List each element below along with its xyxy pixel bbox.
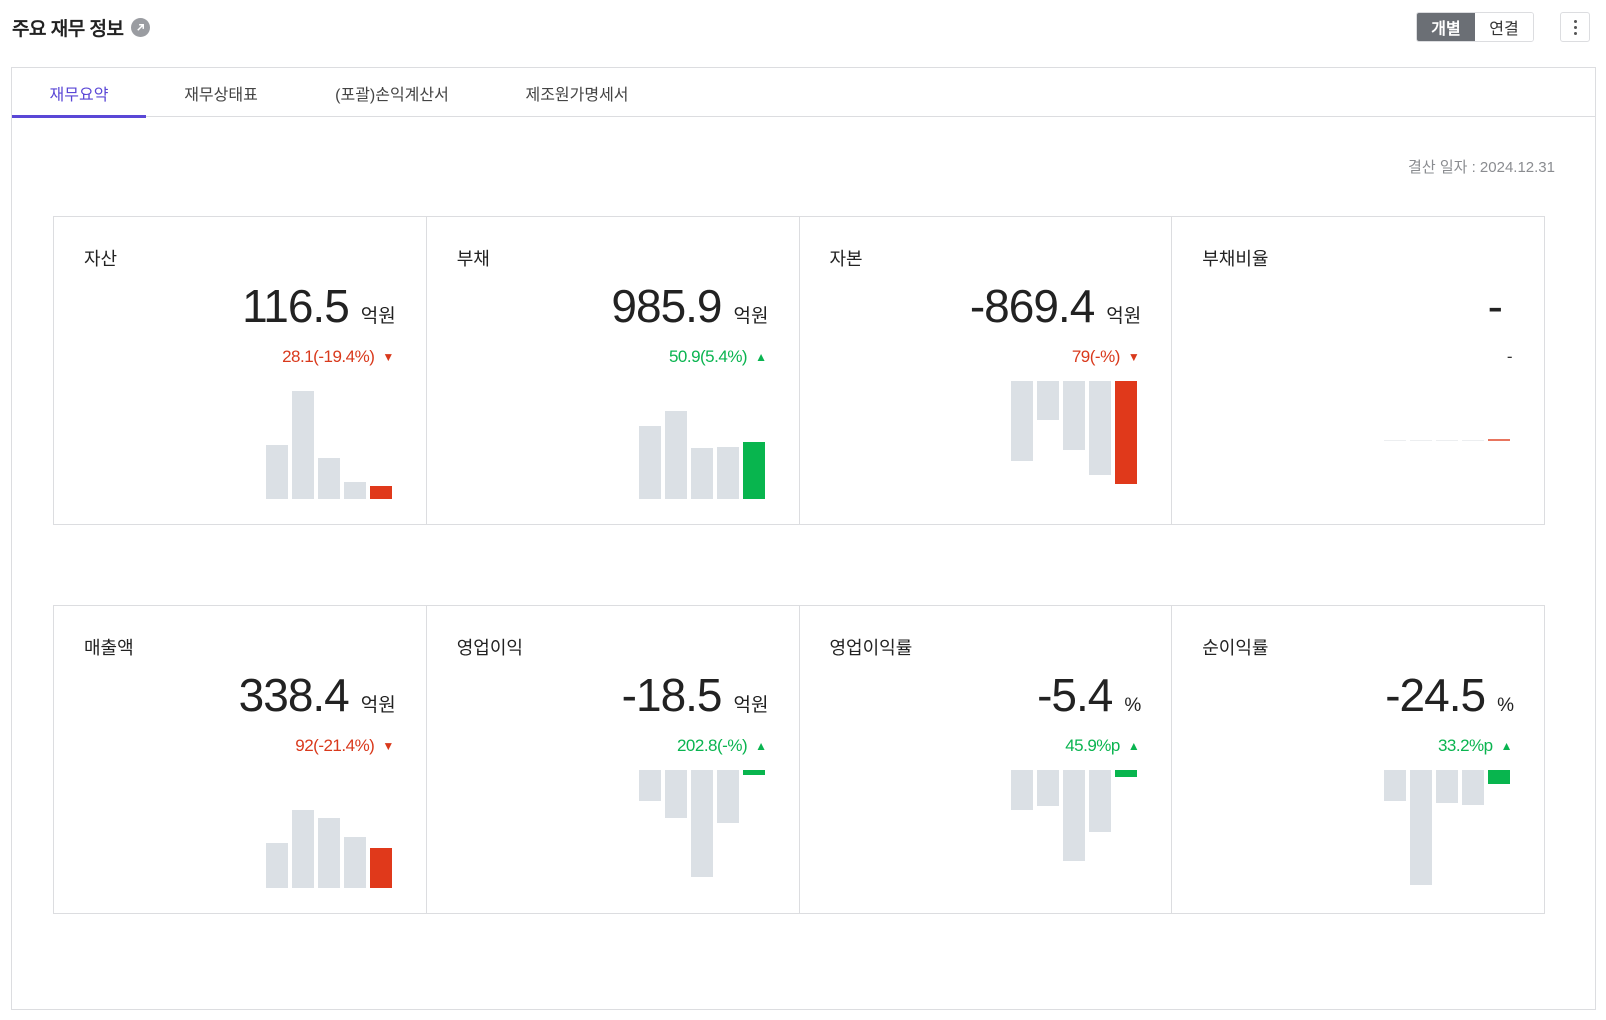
down-triangle-icon: ▼ [1127,350,1140,364]
card-change: - [1506,347,1513,366]
tab-financial-summary[interactable]: 재무요약 [12,68,146,118]
card-value: -24.5% [1385,669,1514,721]
statement-type-toggle: 개별 연결 [1416,12,1534,42]
page-title: 주요 재무 정보 [12,18,124,40]
mini-bar-chart [638,387,769,499]
card-label: 부채 [456,249,490,269]
card-change: 50.9(5.4%) ▲ [668,347,767,366]
tab-manufacturing-cost[interactable]: 제조원가명세서 [525,86,629,104]
toggle-consolidated-button[interactable]: 연결 [1475,13,1533,41]
tab-income-statement[interactable]: (포괄)손익계산서 [335,86,449,104]
card-change: 28.1(-19.4%) ▼ [282,347,394,366]
more-options-button[interactable] [1560,12,1590,42]
down-triangle-icon: ▼ [382,350,394,364]
card-revenue[interactable]: 매출액 338.4 억원 92(-21.4%) ▼ [54,606,427,913]
vertical-ellipsis-icon [1573,19,1577,23]
card-value: - [1487,280,1503,332]
card-operating-income[interactable]: 영업이익 -18.5 억원 202.8(-%) ▲ [427,606,800,913]
card-change: 92(-21.4%) ▼ [295,736,394,755]
card-operating-margin[interactable]: 영업이익률 -5.4% 45.9%p ▲ [800,606,1173,913]
card-label: 매출액 [84,638,134,658]
card-change: 33.2%p ▲ [1437,736,1513,755]
mini-bar-chart [1011,770,1141,865]
up-triangle-icon: ▲ [755,350,767,364]
card-value: -5.4% [1037,669,1142,721]
mini-bar-chart [265,806,396,888]
mini-bar-chart [1011,381,1141,491]
card-value: 116.5 억원 [242,280,396,332]
card-debt-ratio[interactable]: 부채비율 - - [1172,217,1544,524]
down-triangle-icon: ▼ [382,739,394,753]
mini-bar-chart [265,387,396,499]
card-value: -18.5 억원 [621,669,769,721]
card-label: 영업이익 [456,638,523,658]
card-liabilities[interactable]: 부채 985.9 억원 50.9(5.4%) ▲ [427,217,800,524]
card-label: 영업이익률 [829,638,913,658]
card-value: 985.9 억원 [611,280,769,332]
card-label: 부채비율 [1202,249,1269,269]
toggle-separate-button[interactable]: 개별 [1417,13,1475,41]
tab-balance-sheet[interactable]: 재무상태표 [184,86,258,104]
card-assets[interactable]: 자산 116.5 억원 28.1(-19.4%) ▼ [54,217,427,524]
card-change: 45.9%p ▲ [1065,736,1140,755]
up-triangle-icon: ▲ [1500,739,1513,753]
card-change: 202.8(-%) ▲ [676,736,767,755]
section-header: 주요 재무 정보 [12,10,1594,44]
card-value: 338.4 억원 [238,669,396,721]
card-change: 79(-%) ▼ [1071,347,1140,366]
card-label: 자산 [84,249,118,269]
card-label: 순이익률 [1202,638,1269,658]
summary-grid-row-2: 매출액 338.4 억원 92(-21.4%) ▼ 영업이익 -18.5 억원 202… [53,605,1545,914]
card-label: 자본 [829,249,863,269]
up-triangle-icon: ▲ [755,739,767,753]
mini-bar-chart [1384,770,1514,888]
external-link-icon[interactable] [131,17,151,37]
up-triangle-icon: ▲ [1127,739,1140,753]
mini-bar-chart [1384,437,1514,441]
card-value: -869.4 억원 [969,280,1142,332]
card-net-margin[interactable]: 순이익률 -24.5% 33.2%p ▲ [1172,606,1544,913]
mini-bar-chart [638,770,769,880]
card-equity[interactable]: 자본 -869.4 억원 79(-%) ▼ [800,217,1173,524]
summary-grid-row-1: 자산 116.5 억원 28.1(-19.4%) ▼ 부채 985.9 억원 50.9… [53,216,1545,525]
tab-bar: 재무요약 재무상태표 (포괄)손익계산서 제조원가명세서 [12,68,1595,118]
financial-panel: 재무요약 재무상태표 (포괄)손익계산서 제조원가명세서 결산 일자 : 202… [11,67,1596,1010]
settlement-date: 결산 일자 : 2024.12.31 [1408,159,1555,176]
